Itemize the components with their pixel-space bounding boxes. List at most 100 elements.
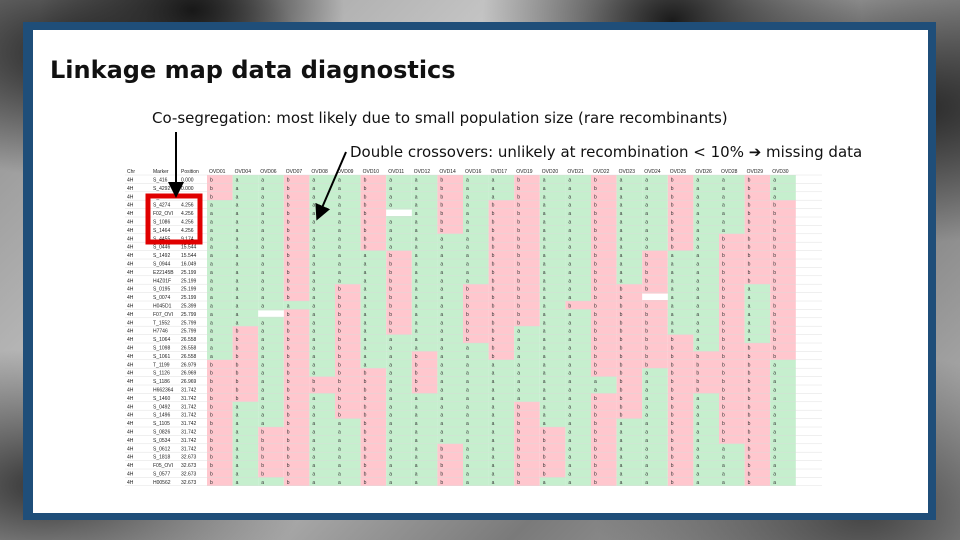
genotype-cell: [591, 460, 617, 469]
genotype-cell-letter: b: [594, 329, 597, 335]
table-cell: H00562: [153, 480, 171, 486]
genotype-cell: [770, 351, 796, 360]
table-cell: 4H: [127, 421, 134, 427]
genotype-cell: [667, 443, 694, 453]
genotype-cell: [770, 393, 796, 402]
genotype-cell-letter: a: [338, 262, 341, 268]
genotype-cell: [283, 418, 310, 427]
genotype-cell-letter: b: [492, 329, 495, 335]
genotype-cell-letter: a: [568, 421, 571, 427]
genotype-cell-letter: b: [722, 430, 725, 436]
genotype-cell: [539, 225, 566, 234]
genotype-cell-letter: b: [517, 463, 520, 469]
genotype-cell-letter: a: [645, 371, 648, 377]
genotype-cell: [642, 242, 668, 251]
genotype-cell: [463, 175, 489, 184]
genotype-cell: [642, 200, 668, 209]
table-cell: 4H: [127, 346, 134, 352]
genotype-cell-letter: b: [492, 253, 495, 259]
column-header: OVD29: [747, 169, 764, 175]
genotype-cell-letter: a: [415, 304, 418, 310]
genotype-cell-letter: a: [671, 312, 674, 318]
genotype-cell: [642, 427, 668, 436]
genotype-cell-letter: b: [517, 455, 520, 461]
genotype-cell: [360, 385, 387, 394]
genotype-cell: [667, 326, 694, 335]
genotype-cell-letter: b: [287, 463, 290, 469]
genotype-cell: [411, 460, 438, 469]
genotype-cell-letter: b: [696, 371, 699, 377]
genotype-cell: [463, 233, 489, 243]
genotype-cell: [232, 284, 259, 293]
genotype-cell-letter: b: [594, 194, 597, 200]
genotype-cell: [258, 250, 284, 259]
genotype-cell: [258, 183, 284, 192]
genotype-cell-letter: a: [620, 455, 623, 461]
genotype-cell: [411, 183, 438, 192]
genotype-cell-letter: a: [210, 304, 213, 310]
table-cell: S_2081: [153, 194, 170, 200]
genotype-cell: [258, 259, 284, 268]
table-cell: 4H: [127, 472, 134, 478]
genotype-cell-letter: a: [312, 245, 315, 251]
table-cell: 4H: [127, 320, 134, 326]
genotype-cell: [667, 217, 694, 226]
genotype-cell: [360, 393, 387, 402]
genotype-cell: [770, 317, 796, 327]
genotype-cell-letter: b: [594, 463, 597, 469]
genotype-cell: [411, 326, 438, 335]
genotype-cell-letter: b: [210, 186, 213, 192]
genotype-cell-letter: a: [338, 203, 341, 209]
genotype-cell-letter: b: [287, 312, 290, 318]
genotype-cell: [565, 191, 591, 201]
genotype-cell-letter: b: [748, 186, 751, 192]
genotype-cell-letter: b: [748, 379, 751, 385]
genotype-cell-letter: b: [671, 236, 674, 242]
genotype-cell-letter: a: [236, 287, 239, 293]
genotype-cell: [437, 250, 463, 259]
genotype-cell: [514, 460, 540, 469]
genotype-cell: [744, 401, 771, 411]
table-cell: 4H: [127, 480, 134, 486]
genotype-cell-letter: a: [568, 178, 571, 184]
genotype-cell-letter: b: [773, 329, 776, 335]
genotype-cell: [591, 469, 617, 478]
genotype-cell-letter: a: [236, 413, 239, 419]
genotype-cell: [565, 309, 591, 318]
genotype-cell: [616, 233, 643, 243]
genotype-cell-letter: b: [594, 178, 597, 184]
genotype-cell: [335, 427, 361, 436]
genotype-cell: [207, 477, 233, 486]
genotype-cell: [591, 309, 617, 318]
genotype-cell: [258, 376, 284, 385]
genotype-cell-letter: a: [568, 371, 571, 377]
genotype-cell-letter: a: [466, 354, 469, 360]
genotype-cell: [539, 460, 566, 469]
genotype-cell-letter: a: [312, 295, 315, 301]
genotype-cell-letter: b: [210, 455, 213, 461]
genotype-cell-letter: a: [645, 220, 648, 226]
table-cell: 31.742: [181, 404, 197, 410]
genotype-cell-letter: a: [466, 404, 469, 410]
genotype-cell: [642, 191, 668, 201]
genotype-cell-letter: b: [364, 194, 367, 200]
table-cell: 4H: [127, 278, 134, 284]
genotype-cell: [616, 200, 643, 209]
genotype-cell-letter: a: [236, 472, 239, 478]
genotype-cell-letter: a: [466, 480, 469, 486]
column-header: Position: [181, 169, 199, 175]
genotype-cell: [232, 393, 259, 402]
genotype-cell: [411, 225, 438, 234]
genotype-cell: [539, 401, 566, 411]
genotype-cell: [411, 418, 438, 427]
genotype-cell-letter: a: [696, 337, 699, 343]
genotype-cell-letter: b: [773, 236, 776, 242]
genotype-cell-letter: a: [773, 413, 776, 419]
genotype-cell-letter: a: [364, 320, 367, 326]
genotype-cell-letter: a: [389, 346, 392, 352]
genotype-cell-letter: a: [210, 270, 213, 276]
genotype-cell: [667, 250, 694, 259]
table-cell: 26.969: [181, 379, 197, 385]
genotype-cell: [360, 410, 387, 419]
genotype-cell: [335, 275, 361, 285]
